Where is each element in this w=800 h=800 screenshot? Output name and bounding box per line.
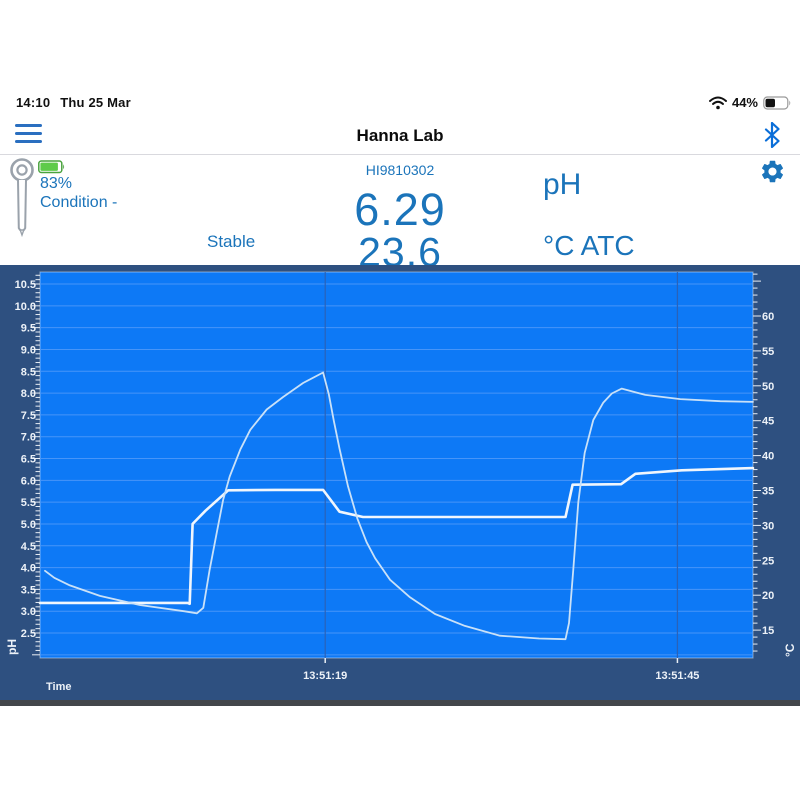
x-axis-labels: 13:51:19 13:51:45 Time: [46, 670, 699, 693]
plot-area[interactable]: [39, 271, 754, 659]
y-left-tick-label: 5.5: [21, 497, 36, 509]
ph-series-line: [38, 466, 755, 606]
temp-unit-label: °C ATC: [543, 230, 635, 261]
ph-unit-label: pH: [543, 168, 582, 201]
y-left-tick-label: 8.0: [21, 388, 36, 400]
y-axis-left-labels: 2.5 3.0 3.5 4.0 4.5 5.0 5.5 6.0 6.5 7.0 7.5 8.0 8.5 9…: [15, 279, 36, 640]
x-tick-label: 13:51:45: [655, 670, 699, 682]
status-right: 44%: [708, 95, 792, 110]
status-date: Thu 25 Mar: [60, 95, 131, 110]
stability-status: Stable: [207, 232, 256, 251]
probe-condition: Condition -: [40, 194, 118, 211]
chart-bottom-edge: [0, 700, 800, 706]
app-title: Hanna Lab: [356, 126, 444, 145]
y-left-tick-label: 7.0: [21, 432, 36, 444]
y-axis-right-ticks: [753, 273, 761, 652]
vertical-gridlines: [324, 272, 679, 658]
nav-bar: Hanna Lab: [0, 115, 800, 155]
y-right-tick-label: 45: [762, 416, 774, 428]
y-right-tick-label: 35: [762, 486, 774, 498]
y-left-tick-label: 2.5: [21, 628, 36, 640]
y-left-tick-label: 4.0: [21, 563, 36, 575]
horizontal-gridlines: [40, 283, 753, 656]
y-left-tick-label: 9.0: [21, 344, 36, 356]
y-left-tick-label: 3.5: [21, 584, 36, 596]
y-left-axis-title: pH: [5, 639, 19, 655]
status-left: 14:10 Thu 25 Mar: [16, 95, 131, 110]
y-left-tick-label: 9.5: [21, 323, 36, 335]
device-model: HI9810302: [365, 162, 435, 178]
y-right-tick-label: 15: [762, 625, 774, 637]
wifi-icon: [708, 96, 727, 109]
x-axis-title: Time: [46, 681, 71, 693]
ph-reading: 6.29: [354, 184, 446, 235]
y-right-tick-label: 20: [762, 590, 774, 602]
y-right-tick-label: 60: [762, 311, 774, 323]
temp-series-line: [44, 371, 754, 641]
probe-battery-percent: 83%: [40, 175, 73, 192]
x-axis-ticks: [324, 658, 679, 663]
bluetooth-icon[interactable]: [764, 122, 780, 148]
probe-battery-icon: [38, 160, 65, 174]
y-right-tick-label: 25: [762, 555, 774, 567]
y-left-tick-label: 5.0: [21, 519, 36, 531]
y-right-tick-label: 50: [762, 381, 774, 393]
battery-icon: [763, 95, 791, 110]
y-axis-right-labels: 15 20 25 30 35 40 45 50 55 60: [762, 311, 774, 637]
menu-icon[interactable]: [15, 124, 42, 145]
y-right-tick-label: 30: [762, 520, 774, 532]
status-bar: 14:10 Thu 25 Mar 44%: [0, 95, 800, 115]
trend-chart[interactable]: 2.5 3.0 3.5 4.0 4.5 5.0 5.5 6.0 6.5 7.0 7.5 8.0 8.5 9…: [0, 265, 800, 700]
y-left-tick-label: 8.5: [21, 366, 36, 378]
y-left-tick-label: 10.5: [15, 279, 36, 291]
gear-icon[interactable]: [759, 158, 786, 185]
y-right-axis-title: °C: [783, 643, 797, 657]
y-left-tick-label: 3.0: [21, 606, 36, 618]
y-left-tick-label: 6.5: [21, 454, 36, 466]
y-right-tick-label: 40: [762, 451, 774, 463]
y-left-tick-label: 6.0: [21, 475, 36, 487]
device-panel: 83% Condition - HI9810302 6.29 23.6 Stab…: [0, 156, 800, 275]
x-tick-label: 13:51:19: [303, 670, 347, 682]
y-left-tick-label: 10.0: [15, 301, 36, 313]
y-left-tick-label: 7.5: [21, 410, 36, 422]
status-time: 14:10: [16, 95, 51, 110]
battery-percent-label: 44%: [731, 95, 758, 110]
y-left-tick-label: 4.5: [21, 541, 36, 553]
y-right-tick-label: 55: [762, 346, 774, 358]
y-axis-left-ticks: [32, 274, 40, 656]
ph-probe-icon: [10, 158, 34, 238]
